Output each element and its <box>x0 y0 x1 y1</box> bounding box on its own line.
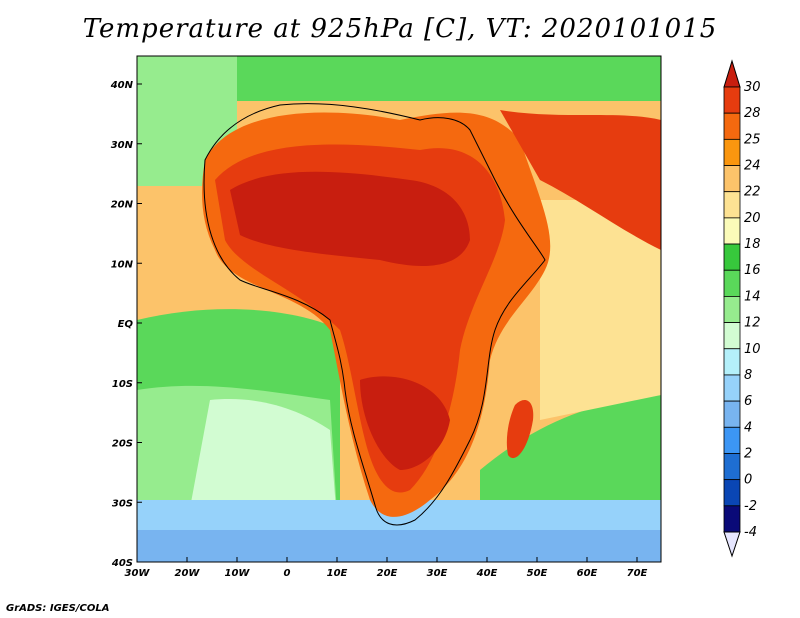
colorbar-label: 28 <box>744 106 761 121</box>
grads-credit: GrADS: IGES/COLA <box>6 603 110 614</box>
colorbar-box <box>723 191 741 219</box>
colorbar-label: -2 <box>744 499 757 514</box>
colorbar-box <box>723 374 741 402</box>
lon-tick-label: 40E <box>476 568 498 579</box>
colorbar-box <box>723 165 741 193</box>
lon-tick-label: 30W <box>125 568 151 579</box>
lon-tick-label: 20W <box>175 568 201 579</box>
lat-tick-label: 20S <box>112 439 133 450</box>
lon-tick-label: 70E <box>627 568 648 579</box>
temperature-map <box>137 56 661 562</box>
colorbar-box <box>723 479 741 507</box>
colorbar-box <box>723 269 741 297</box>
latitude-axis: 40N 30N 20N 10N EQ 10S 20S 30S 40S <box>110 80 142 569</box>
colorbar-label: 30 <box>744 80 761 95</box>
lat-tick-label: 40N <box>110 80 134 91</box>
lon-tick-label: 60E <box>577 568 598 579</box>
colorbar-label: 16 <box>744 263 761 278</box>
lat-tick-label: EQ <box>118 319 134 330</box>
lat-tick-label: 40S <box>111 558 133 569</box>
colorbar-box <box>723 453 741 481</box>
colorbar-label: 14 <box>744 289 761 304</box>
colorbar-box <box>723 112 741 140</box>
colorbar-box <box>723 400 741 428</box>
map-title: Temperature at 925hPa [C], VT: 202010101… <box>82 14 718 44</box>
colorbar-box <box>723 505 741 533</box>
colorbar-label: 2 <box>744 446 752 461</box>
colorbar-box <box>723 348 741 376</box>
lat-tick-label: 20N <box>111 200 134 211</box>
colorbar-box <box>723 86 741 114</box>
lat-tick-label: 10S <box>112 379 133 390</box>
lon-tick-label: 50E <box>527 568 548 579</box>
colorbar-box <box>723 322 741 350</box>
colorbar-label: 6 <box>744 394 752 409</box>
colorbar-label: 8 <box>744 368 752 383</box>
longitude-axis: 30W 20W 10W 0 10E 20E 30E 40E 50E 60E 70E <box>125 557 648 579</box>
colorbar-box <box>723 426 741 454</box>
colorbar-label: 0 <box>744 473 752 488</box>
colorbar-label: 25 <box>744 132 761 147</box>
colorbar-label: 4 <box>744 420 752 435</box>
lon-tick-label: 0 <box>284 568 291 579</box>
map-frame <box>136 55 662 563</box>
colorbar-box <box>723 138 741 166</box>
colorbar-label: 22 <box>744 185 761 200</box>
colorbar-label: 20 <box>744 211 761 226</box>
colorbar-box <box>723 243 741 271</box>
colorbar-bottom-arrow <box>723 531 741 558</box>
colorbar-box <box>723 217 741 245</box>
colorbar-label: 12 <box>744 316 761 331</box>
lon-tick-label: 10W <box>225 568 251 579</box>
colorbar-label: 24 <box>744 159 761 174</box>
lon-tick-label: 20E <box>377 568 398 579</box>
colorbar-label: -4 <box>744 525 757 540</box>
colorbar-label: 18 <box>744 237 761 252</box>
colorbar-box <box>723 296 741 323</box>
lat-tick-label: 30N <box>111 140 134 151</box>
lon-tick-label: 30E <box>427 568 448 579</box>
colorbar-label: 10 <box>744 342 761 357</box>
lat-tick-label: 10N <box>111 259 134 270</box>
colorbar-top-arrow <box>723 59 741 88</box>
lat-tick-label: 30S <box>112 498 133 509</box>
lon-tick-label: 10E <box>327 568 348 579</box>
